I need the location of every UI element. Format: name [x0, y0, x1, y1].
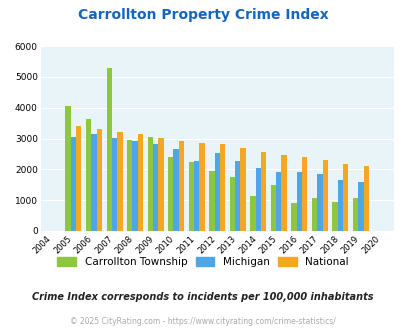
Bar [311, 198, 316, 231]
Bar [316, 174, 322, 231]
Bar [132, 141, 137, 231]
Bar [188, 162, 194, 231]
Bar [96, 129, 102, 231]
Bar [194, 161, 199, 231]
Bar [76, 126, 81, 231]
Bar [255, 168, 260, 231]
Bar [106, 68, 112, 231]
Bar [137, 134, 143, 231]
Bar [363, 166, 368, 231]
Bar [117, 132, 122, 231]
Bar [153, 144, 158, 231]
Bar [214, 153, 220, 231]
Bar [342, 164, 347, 231]
Bar [127, 140, 132, 231]
Bar [147, 137, 153, 231]
Text: Carrollton Property Crime Index: Carrollton Property Crime Index [77, 8, 328, 22]
Bar [260, 152, 266, 231]
Bar [168, 157, 173, 231]
Legend: Carrollton Township, Michigan, National: Carrollton Township, Michigan, National [58, 257, 347, 267]
Bar [91, 134, 96, 231]
Text: © 2025 CityRating.com - https://www.cityrating.com/crime-statistics/: © 2025 CityRating.com - https://www.city… [70, 317, 335, 326]
Bar [296, 172, 301, 231]
Bar [220, 144, 225, 231]
Bar [240, 148, 245, 231]
Bar [275, 172, 281, 231]
Bar [199, 143, 204, 231]
Bar [332, 202, 337, 231]
Bar [301, 157, 307, 231]
Bar [270, 185, 275, 231]
Bar [70, 137, 76, 231]
Bar [173, 149, 178, 231]
Bar [112, 138, 117, 231]
Bar [322, 160, 327, 231]
Bar [337, 180, 342, 231]
Bar [352, 198, 357, 231]
Bar [65, 106, 70, 231]
Bar [357, 182, 363, 231]
Bar [86, 118, 91, 231]
Text: Crime Index corresponds to incidents per 100,000 inhabitants: Crime Index corresponds to incidents per… [32, 292, 373, 302]
Bar [249, 196, 255, 231]
Bar [229, 177, 234, 231]
Bar [291, 203, 296, 231]
Bar [178, 141, 184, 231]
Bar [281, 155, 286, 231]
Bar [209, 171, 214, 231]
Bar [234, 161, 240, 231]
Bar [158, 138, 163, 231]
